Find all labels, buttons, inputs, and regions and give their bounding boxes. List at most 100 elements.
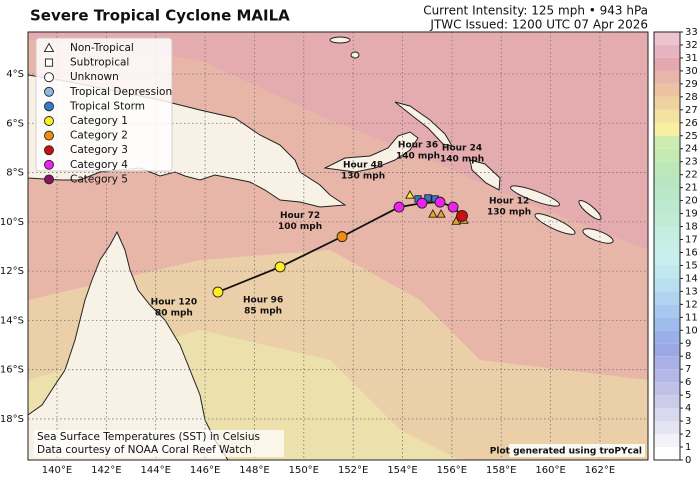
colorbar-segment: [654, 109, 680, 123]
colorbar-segment: [654, 213, 680, 227]
colorbar-segment: [654, 265, 680, 279]
legend-label: Category 5: [70, 173, 128, 185]
colorbar-segment: [654, 135, 680, 149]
colorbar-label: 2: [685, 429, 691, 440]
credit: Data courtesy of NOAA Coral Reef Watch: [37, 444, 252, 456]
legend: Non-Tropical Subtropical Unknown Tropical D…: [35, 37, 173, 185]
colorbar-label: 14: [685, 273, 698, 284]
colorbar-frame: [653, 31, 681, 461]
colorbar-label: 26: [685, 118, 698, 129]
island: [578, 199, 602, 221]
colorbar-label: 28: [685, 92, 698, 103]
sst-note: Sea Surface Temperatures (SST) in Celsiu…: [37, 431, 260, 443]
forecast-point: [447, 201, 459, 213]
colorbar-segment: [654, 200, 680, 214]
legend-label: Category 1: [70, 115, 128, 127]
lon-label: 162°E: [585, 465, 615, 476]
legend-marker: [44, 116, 54, 126]
colorbar-segment: [654, 330, 680, 344]
lon-label: 158°E: [486, 465, 516, 476]
forecast-point: [274, 261, 286, 273]
legend-label: Category 4: [70, 159, 128, 171]
colorbar-label: 31: [685, 53, 698, 64]
colorbar-label: 1: [685, 442, 691, 453]
legend-marker: [44, 86, 54, 97]
colorbar-label: 30: [685, 66, 698, 77]
title: Severe Tropical Cyclone MAILA: [30, 7, 290, 25]
colorbar-segment: [654, 395, 680, 409]
forecast-hour: Hour 72: [280, 211, 320, 221]
grid: [28, 32, 648, 460]
colorbar-segment: [654, 252, 680, 266]
legend-label: Unknown: [70, 71, 119, 83]
lon-label: 152°E: [338, 465, 368, 476]
colorbar-segment: [654, 343, 680, 357]
legend-marker: [44, 174, 54, 185]
generated-box: [509, 444, 645, 457]
forecast-point: [336, 231, 348, 243]
generated: Plot generated using troPYcal: [490, 447, 642, 457]
forecast-point: [434, 196, 446, 208]
forecast-hour: Hour 12: [489, 197, 529, 207]
colorbar-label: 0: [685, 455, 691, 466]
colorbar-label: 22: [685, 170, 698, 181]
legend-marker: [43, 42, 55, 53]
island: [510, 185, 560, 207]
past-point: [428, 209, 438, 218]
lat-label: 12°S: [0, 266, 24, 277]
legend-marker: [44, 145, 54, 156]
colorbar-label: 23: [685, 157, 698, 168]
colorbar-label: 15: [685, 260, 698, 271]
legend-label: Category 3: [70, 144, 128, 156]
past-point: [424, 194, 432, 202]
lat-label: 18°S: [0, 414, 24, 425]
forecast-wind: 130 mph: [487, 208, 531, 218]
colorbar-label: 6: [685, 377, 691, 388]
lon-label: 148°E: [239, 465, 269, 476]
legend-marker: [44, 130, 54, 141]
lat-label: 8°S: [6, 168, 24, 179]
forecast-wind: 140 mph: [396, 152, 440, 162]
colorbar-label: 4: [685, 403, 691, 414]
colorbar-segment: [654, 239, 680, 253]
legend-marker: [44, 58, 54, 67]
colorbar-segment: [654, 304, 680, 318]
lat-label: 6°S: [6, 118, 24, 129]
colorbar-segment: [654, 369, 680, 383]
lat-label: 16°S: [0, 365, 24, 376]
colorbar-label: 16: [685, 247, 698, 258]
lon-label: 154°E: [387, 465, 417, 476]
island: [329, 36, 351, 44]
lat-label: 14°S: [0, 315, 24, 326]
forecast-hour: Hour 120: [151, 298, 197, 308]
colorbar-label: 9: [685, 338, 691, 349]
colorbar-label: 25: [685, 131, 698, 142]
past-point: [451, 216, 461, 225]
forecast-hour: Hour 96: [243, 295, 283, 305]
colorbar-label: 3: [685, 416, 691, 427]
colorbar-label: 13: [685, 286, 698, 297]
footer-box: [34, 430, 284, 457]
legend-label: Tropical Storm: [69, 100, 145, 112]
past-point: [405, 190, 415, 199]
forecast-wind: 130 mph: [341, 172, 385, 182]
colorbar-segment: [654, 278, 680, 292]
forecast-wind: 100 mph: [278, 222, 322, 232]
colorbar-label: 11: [685, 312, 698, 323]
colorbar-label: 19: [685, 209, 698, 220]
colorbar-label: 5: [685, 390, 691, 401]
colorbar-label: 8: [685, 351, 691, 362]
legend-label: Category 2: [70, 130, 128, 142]
colorbar-segment: [654, 161, 680, 175]
colorbar-segment: [654, 434, 680, 448]
colorbar-label: 10: [685, 325, 698, 336]
colorbar-segment: [654, 44, 680, 58]
new-britain: [323, 131, 419, 173]
colorbar-segment: [654, 57, 680, 71]
legend-marker: [44, 159, 54, 170]
island: [350, 51, 360, 59]
forecast-wind: 80 mph: [155, 309, 193, 319]
colorbar-label: 32: [685, 40, 698, 51]
colorbar-label: 20: [685, 196, 698, 207]
